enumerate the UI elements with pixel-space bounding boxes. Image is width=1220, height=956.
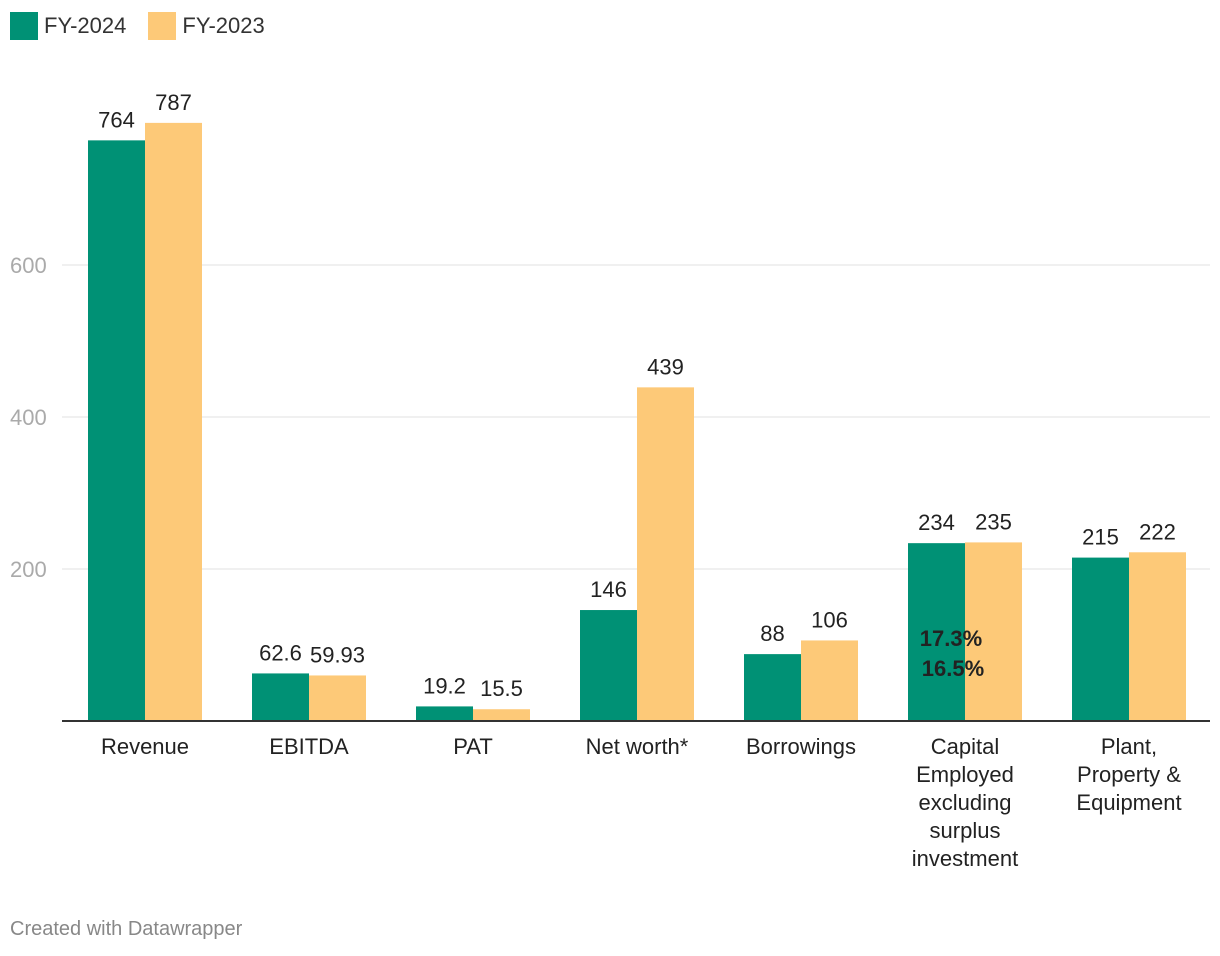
legend-swatch-fy2023 [148,12,177,40]
category-label-6-1: Property & [1077,762,1181,787]
value-label-fy-2024-6: 215 [1082,525,1119,550]
category-label-0-0: Revenue [101,734,189,759]
bar-fy-2023-3 [637,387,694,721]
bar-fy-2024-3 [580,610,637,721]
category-label-3-0: Net worth* [586,734,689,759]
value-label-fy-2024-4: 88 [760,621,784,646]
bar-fy-2023-5 [965,542,1022,721]
y-tick-label-400: 400 [10,405,47,430]
y-tick-label-200: 200 [10,557,47,582]
category-label-2-0: PAT [453,734,493,759]
footer-credit: Created with Datawrapper [10,918,243,940]
value-label-fy-2023-0: 787 [155,90,192,115]
category-label-5-1: Employed [916,762,1014,787]
category-label-1-0: EBITDA [269,734,349,759]
value-label-fy-2024-5: 234 [918,510,955,535]
legend-label-fy2023: FY-2023 [182,13,265,38]
annotation-0: 17.3% [920,626,982,651]
category-label-6-2: Equipment [1076,790,1181,815]
value-label-fy-2024-3: 146 [590,577,627,602]
value-label-fy-2023-3: 439 [647,354,684,379]
bar-fy-2024-5 [908,543,965,721]
bar-fy-2023-1 [309,675,366,721]
legend-item-fy2024: FY-2024 [10,12,126,40]
category-label-5-2: excluding [919,790,1012,815]
bar-fy-2024-4 [744,654,801,721]
category-label-4-0: Borrowings [746,734,856,759]
category-label-5-0: Capital [931,734,999,759]
legend: FY-2024 FY-2023 [10,12,287,40]
value-label-fy-2023-2: 15.5 [480,676,523,701]
category-label-6-0: Plant, [1101,734,1157,759]
value-label-fy-2024-0: 764 [98,107,135,132]
bar-fy-2023-0 [145,122,202,721]
bar-fy-2024-6 [1072,557,1129,721]
value-label-fy-2023-5: 235 [975,509,1012,534]
category-label-5-4: investment [912,846,1018,871]
bar-fy-2023-2 [473,709,530,721]
value-label-fy-2024-2: 19.2 [423,673,466,698]
bar-fy-2024-0 [88,140,145,722]
bar-fy-2023-4 [801,640,858,721]
annotation-1: 16.5% [922,656,984,681]
value-label-fy-2023-6: 222 [1139,519,1176,544]
legend-swatch-fy2024 [10,12,38,40]
bar-fy-2023-6 [1129,552,1186,721]
legend-label-fy2024: FY-2024 [44,13,127,38]
bar-chart: 200 400 600 764 62.6 19.2 146 88 234 215 787 59.93 1… [10,90,1210,871]
value-label-fy-2023-1: 59.93 [310,642,365,667]
legend-item-fy2023: FY-2023 [148,12,265,40]
category-label-5-3: surplus [930,818,1001,843]
bar-fy-2024-2 [416,706,473,721]
value-label-fy-2023-4: 106 [811,607,848,632]
y-tick-label-600: 600 [10,253,47,278]
value-label-fy-2024-1: 62.6 [259,640,302,665]
bar-fy-2024-1 [252,673,309,721]
